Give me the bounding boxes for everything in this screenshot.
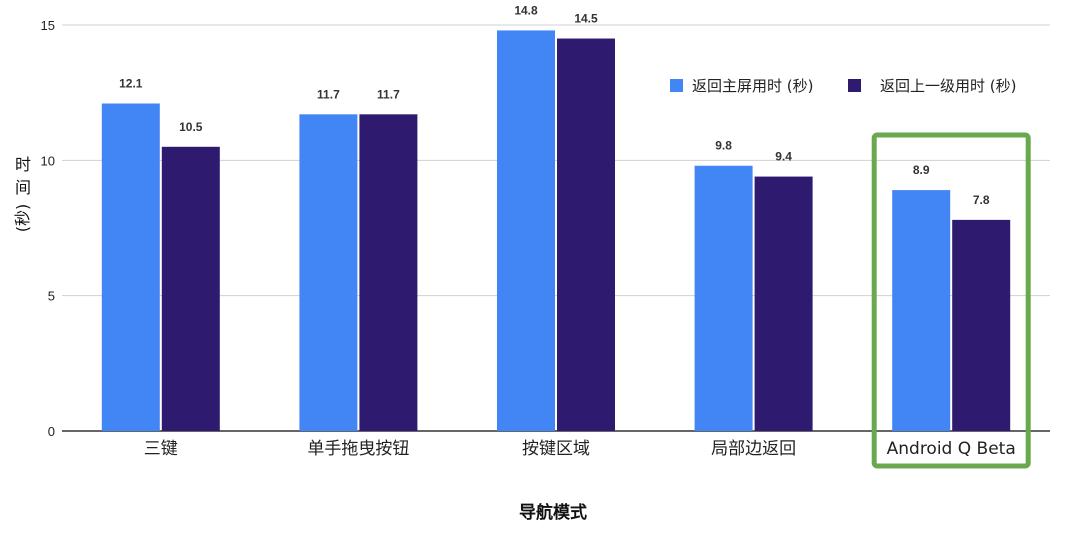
bar-1 (694, 165, 753, 431)
data-label: 10.5 (179, 120, 203, 134)
data-label: 9.8 (715, 139, 732, 153)
y-tick-label: 15 (41, 18, 55, 33)
data-label: 11.7 (317, 87, 340, 101)
data-labels: 12.1 10.5 11.7 11.7 14.8 14.5 9.8 9.4 8.9 7.8 (119, 3, 990, 206)
category-label: 三键 (144, 439, 178, 459)
y-axis-ticks: 0 5 10 15 (41, 18, 55, 439)
y-axis-title-char-1: 时 (15, 155, 31, 174)
category-labels: 三键 单手拖曳按钮 按键区域 局部边返回 Android Q Beta (144, 439, 1016, 459)
y-tick-label: 0 (48, 424, 55, 439)
data-label: 7.8 (973, 193, 990, 207)
bar-2 (557, 38, 615, 432)
data-label: 9.4 (775, 150, 792, 164)
bar-1 (299, 114, 358, 431)
gridlines (62, 24, 1050, 432)
category-label: 局部边返回 (711, 439, 796, 459)
data-label: 8.9 (913, 163, 930, 177)
y-tick-label: 5 (48, 289, 55, 304)
y-axis-title-char-3: (秒) (13, 204, 32, 233)
y-axis-title-char-2: 间 (15, 178, 31, 197)
legend-label-series-1: 返回主屏用时 (秒) (692, 77, 813, 95)
data-label: 14.8 (514, 3, 538, 17)
data-label: 14.5 (574, 12, 598, 26)
bar-1 (101, 103, 160, 431)
highlight-box-group (871, 132, 1031, 469)
bars (101, 30, 1011, 432)
y-tick-label: 10 (41, 153, 55, 168)
category-label: 单手拖曳按钮 (307, 439, 409, 459)
data-label: 12.1 (119, 76, 143, 90)
category-label: Android Q Beta (887, 439, 1016, 459)
highlight-box (871, 132, 1031, 469)
bar-2 (359, 114, 418, 431)
bar-2 (754, 176, 813, 431)
x-axis-title: 导航模式 (519, 502, 587, 523)
bar-1 (497, 30, 555, 432)
y-axis-title: 时 间 (秒) (13, 155, 32, 232)
legend: 返回主屏用时 (秒) 返回上一级用时 (秒) (670, 77, 1016, 95)
legend-label-series-2: 返回上一级用时 (秒) (880, 77, 1016, 95)
bar-2 (952, 219, 1011, 431)
data-label: 11.7 (377, 87, 400, 101)
bar-2 (161, 146, 220, 432)
category-label: 按键区域 (522, 439, 590, 459)
legend-swatch-series-1 (670, 79, 683, 92)
legend-swatch-series-2 (848, 79, 861, 92)
bar-1 (892, 190, 951, 431)
